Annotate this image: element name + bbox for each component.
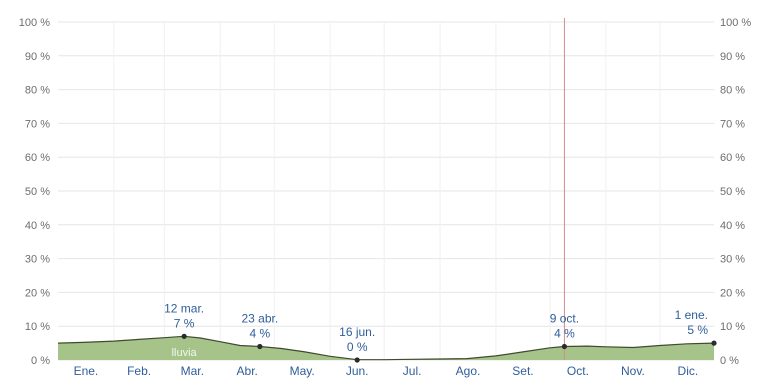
month-label: Jun. (346, 364, 369, 378)
annotation-date: 23 abr. (241, 311, 278, 325)
y-tick-label-left: 90 % (25, 51, 50, 63)
y-tick-label-left: 10 % (25, 321, 50, 333)
annotations: 12 mar.7 % 23 abr.4 % 16 jun.0 %9 oct.4 %1… (164, 301, 717, 363)
annotation-value: 0 % (347, 340, 368, 354)
month-label: May. (290, 364, 315, 378)
y-tick-label-left: 40 % (25, 220, 50, 232)
month-label: Mar. (181, 364, 204, 378)
y-tick-label-left: 80 % (25, 85, 50, 97)
y-tick-label-right: 10 % (720, 321, 745, 333)
y-tick-label-right: 50 % (720, 186, 745, 198)
y-axis-right: 0 % 10 % 20 % 30 % 40 % 50 % 60 % 70 % 80 % 90 % 1… (720, 17, 751, 367)
y-tick-label-left: 20 % (25, 287, 50, 299)
y-tick-label-right: 30 % (720, 254, 745, 266)
month-label: Jul. (403, 364, 422, 378)
annotation-value: 4 % (250, 326, 271, 340)
month-label: Abr. (237, 364, 258, 378)
annotation-point (354, 357, 360, 363)
annotation-date: 12 mar. (164, 301, 204, 315)
month-label: Dic. (678, 364, 699, 378)
y-tick-label-right: 20 % (720, 287, 745, 299)
y-tick-label-left: 50 % (25, 186, 50, 198)
y-tick-label-right: 70 % (720, 118, 745, 130)
month-label: Feb. (127, 364, 151, 378)
y-tick-label-left: 100 % (19, 17, 50, 29)
y-tick-label-left: 70 % (25, 118, 50, 130)
month-label: Nov. (621, 364, 645, 378)
series-name-label: lluvia (172, 347, 198, 359)
annotation-date: 9 oct. (550, 311, 579, 325)
y-tick-label-left: 60 % (25, 152, 50, 164)
annotation-point (181, 333, 187, 339)
y-tick-label-left: 30 % (25, 254, 50, 266)
annotation-point (257, 343, 263, 350)
annotation-date: 16 jun. (339, 325, 375, 339)
y-tick-label-right: 60 % (720, 152, 745, 164)
annotation-value: 7 % (174, 316, 195, 330)
y-axis-left: 0 % 10 % 20 % 30 % 40 % 50 % 60 % 70 % 80 % 90 % 1… (19, 17, 50, 367)
y-tick-label-right: 80 % (720, 85, 745, 97)
y-tick-label-right: 0 % (720, 355, 739, 367)
annotation-value: 5 % (687, 323, 708, 337)
month-label: Set. (512, 364, 533, 378)
series-line (57, 335, 715, 361)
rain-area: lluvia (57, 335, 715, 361)
annotation-date: 1 ene. (675, 308, 708, 322)
x-axis-months: Ene. Feb. Mar. Abr. May. Jun. Jul. Ago. Set. Oct.… (74, 364, 699, 378)
y-tick-label-right: 40 % (720, 220, 745, 232)
y-tick-label-right: 90 % (720, 51, 745, 63)
annotation-point (561, 343, 568, 350)
month-label: Ene. (74, 364, 99, 378)
month-label: Ago. (456, 364, 481, 378)
annotation-value: 4 % (554, 326, 575, 340)
chart-grid (58, 21, 714, 361)
y-tick-label-left: 0 % (31, 355, 50, 367)
y-tick-label-right: 100 % (720, 17, 751, 29)
series-area (58, 336, 714, 360)
month-label: Oct. (567, 364, 589, 378)
annotation-point (711, 340, 717, 346)
